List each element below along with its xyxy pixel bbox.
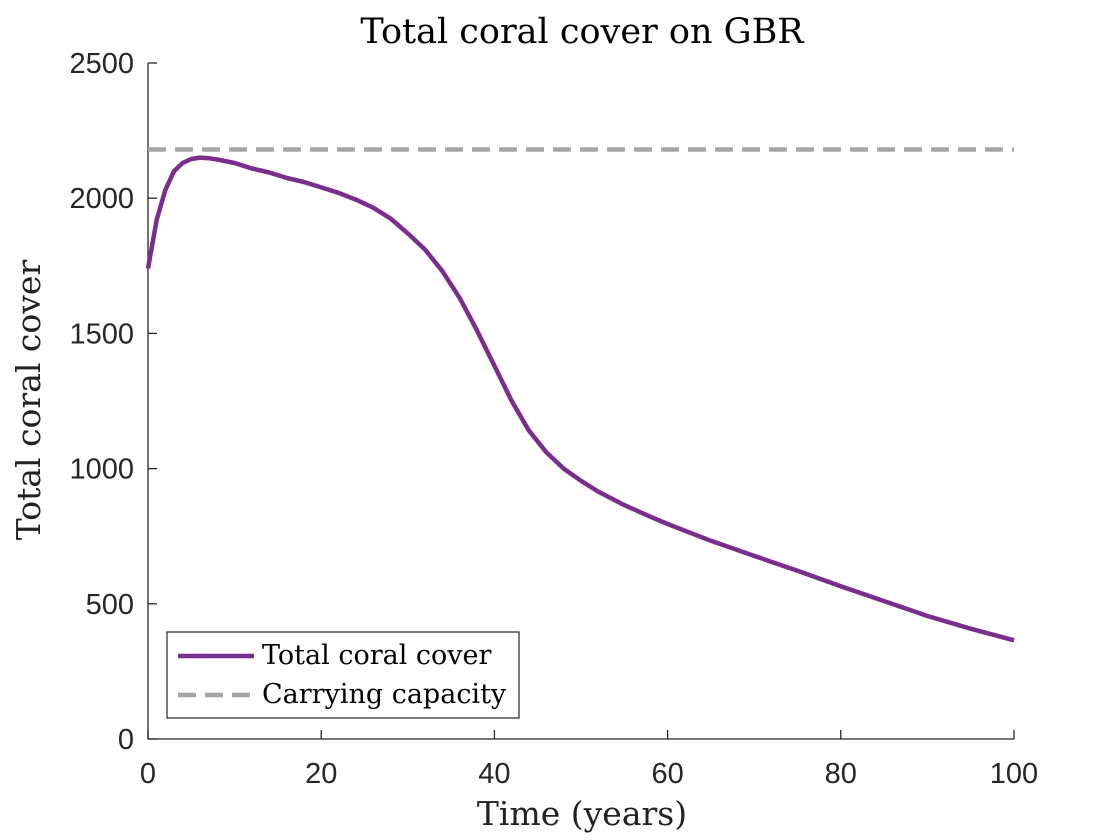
x-tick-label: 40 [478,758,510,790]
legend-label-total-coral-cover: Total coral cover [262,640,492,671]
series-line-total-coral-cover [145,155,1015,643]
legend-label-carrying-capacity: Carrying capacity [262,679,507,710]
y-tick-label: 1000 [69,454,134,486]
y-axis-ticks: 0 500 1000 1500 2000 2500 [69,48,157,756]
x-tick-label: 80 [825,758,857,790]
x-tick-label: 60 [651,758,683,790]
x-tick-label: 100 [990,758,1038,790]
chart-axes [147,63,1014,740]
plot-area [145,147,1015,643]
y-tick-label: 1500 [69,318,134,350]
y-tick-label: 0 [118,724,134,756]
y-axis-label: Total coral cover [9,260,48,541]
y-tick-label: 2000 [69,183,134,215]
chart-title: Total coral cover on GBR [360,12,805,52]
y-tick-label: 2500 [69,48,134,80]
x-axis-ticks: 0 20 40 60 80 100 [140,730,1038,790]
x-tick-label: 0 [140,758,156,790]
x-axis-label: Time (years) [477,794,687,833]
x-tick-label: 20 [305,758,337,790]
y-tick-label: 500 [86,589,134,621]
legend-box [166,631,520,719]
legend: Total coral cover Carrying capacity [166,631,520,719]
